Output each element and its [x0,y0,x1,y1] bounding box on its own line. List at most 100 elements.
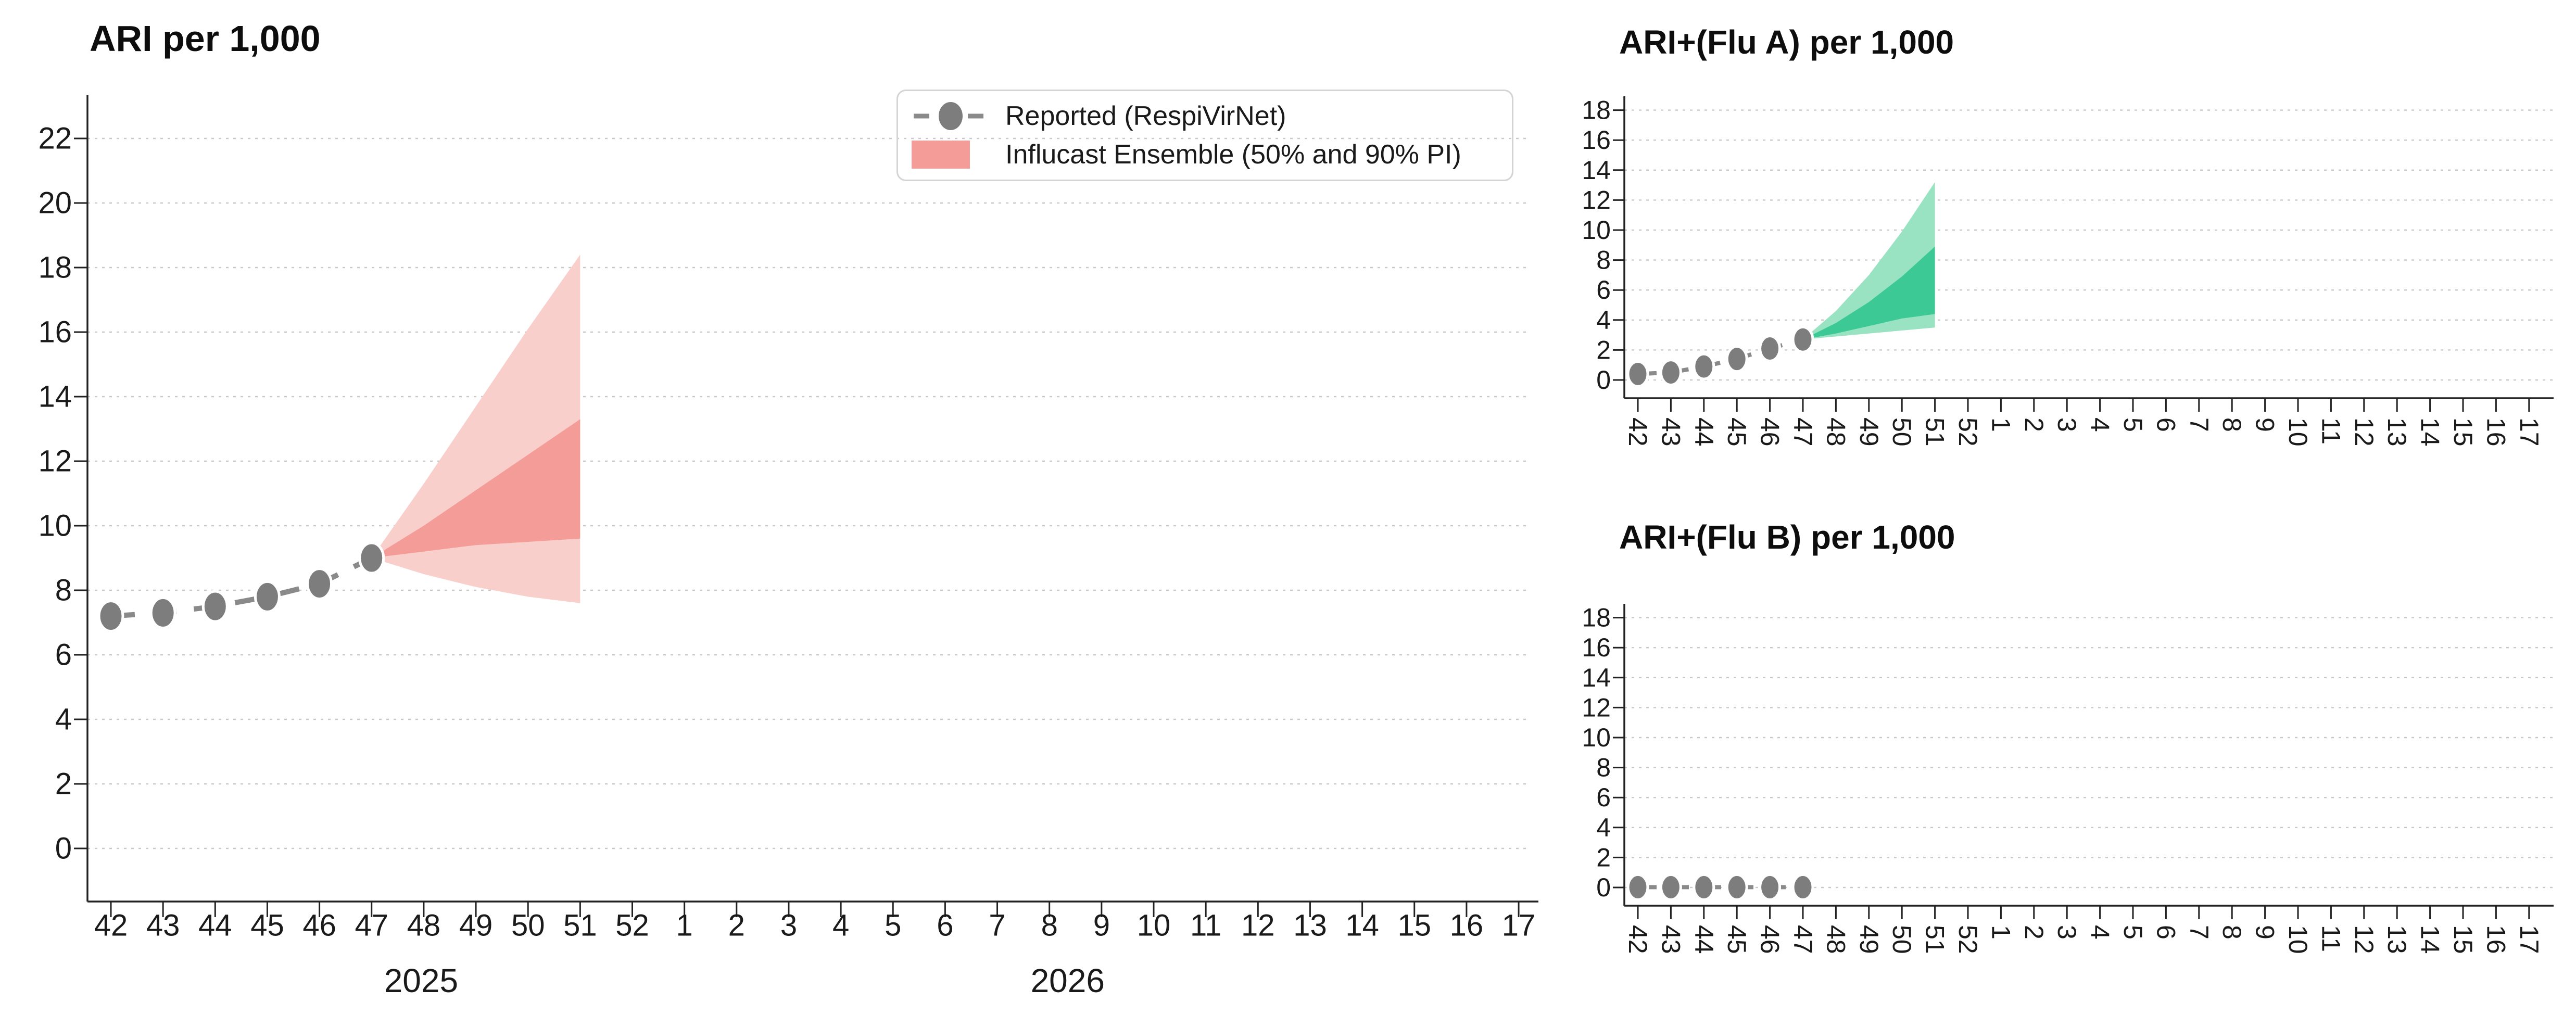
svg-text:51: 51 [1921,925,1950,954]
svg-text:14: 14 [1345,909,1379,943]
svg-text:43: 43 [1656,925,1685,954]
svg-text:42: 42 [94,909,128,943]
svg-text:1: 1 [1986,925,2015,940]
svg-text:12: 12 [2350,417,2379,447]
svg-text:17: 17 [2515,417,2544,447]
svg-text:2: 2 [55,767,72,801]
svg-text:45: 45 [250,909,284,943]
svg-text:2: 2 [1596,335,1611,364]
svg-text:14: 14 [1582,663,1611,692]
svg-text:42: 42 [1623,925,1652,954]
svg-text:9: 9 [2251,925,2280,940]
svg-text:4: 4 [1596,813,1611,842]
svg-text:5: 5 [2118,417,2148,432]
svg-text:44: 44 [1689,417,1719,447]
svg-text:47: 47 [1788,417,1817,447]
svg-text:20: 20 [38,186,72,220]
chart-ari-title: ARI per 1,000 [90,18,321,59]
chart-ari: 0 2 4 6 8 10 12 14 16 18 20 22 42 43 44 45 46 47 48 49 50 51 5… [38,18,1538,999]
svg-text:11: 11 [2316,925,2345,952]
svg-text:6: 6 [55,638,72,672]
svg-text:16: 16 [1582,633,1611,662]
chart-flu-a: 0 2 4 6 8 10 12 14 16 18 42 43 44 45 46 47 48 49 50 51 52 1 2 3… [1541,0,2576,508]
ensemble-band-icon [912,141,970,169]
svg-text:49: 49 [1854,417,1884,447]
svg-text:8: 8 [2217,417,2246,432]
svg-text:50: 50 [511,909,545,943]
svg-text:10: 10 [2283,925,2313,954]
svg-text:7: 7 [989,909,1005,943]
svg-text:3: 3 [2052,925,2081,940]
svg-text:2: 2 [728,909,745,943]
svg-text:11: 11 [2316,417,2345,445]
svg-text:10: 10 [1137,909,1171,943]
svg-text:0: 0 [55,832,72,866]
svg-text:5: 5 [885,909,901,943]
svg-text:0: 0 [1596,365,1611,395]
legend: Reported (RespiVirNet) Influcast Ensembl… [896,90,1513,181]
svg-text:46: 46 [302,909,336,943]
chart-flu-a-title: ARI+(Flu A) per 1,000 [1619,23,1954,61]
svg-text:45: 45 [1722,925,1751,954]
svg-text:3: 3 [780,909,797,943]
svg-text:10: 10 [38,509,72,543]
svg-text:44: 44 [198,909,232,943]
svg-text:2: 2 [2019,417,2049,432]
svg-text:49: 49 [1854,925,1884,954]
svg-text:6: 6 [937,909,953,943]
svg-text:9: 9 [1093,909,1110,943]
legend-item-reported: Reported (RespiVirNet) [912,100,1512,132]
svg-text:12: 12 [1241,909,1275,943]
svg-text:7: 7 [2184,417,2214,432]
svg-text:18: 18 [1582,96,1611,125]
svg-text:16: 16 [1582,125,1611,155]
svg-text:15: 15 [2448,925,2478,954]
svg-text:6: 6 [1596,275,1611,304]
svg-text:4: 4 [1596,306,1611,335]
svg-text:5: 5 [2118,925,2148,940]
svg-text:45: 45 [1722,417,1751,447]
svg-text:16: 16 [38,315,72,349]
svg-text:12: 12 [1582,185,1611,214]
svg-text:9: 9 [2251,417,2280,432]
svg-text:17: 17 [1502,909,1536,943]
svg-text:8: 8 [1041,909,1058,943]
svg-text:12: 12 [1582,693,1611,722]
svg-text:0: 0 [1596,873,1611,902]
svg-text:13: 13 [2382,417,2411,447]
svg-text:44: 44 [1689,925,1719,954]
svg-text:14: 14 [2416,925,2445,954]
svg-text:50: 50 [1887,925,1916,954]
svg-text:4: 4 [832,909,849,943]
svg-text:17: 17 [2515,925,2544,954]
svg-text:52: 52 [615,909,649,943]
svg-text:13: 13 [1293,909,1327,943]
svg-text:6: 6 [2151,417,2180,432]
legend-label-ensemble: Influcast Ensemble (50% and 90% PI) [1005,139,1461,170]
svg-text:52: 52 [1953,417,1982,447]
svg-text:8: 8 [2217,925,2246,940]
svg-text:14: 14 [2416,417,2445,447]
svg-text:48: 48 [1821,925,1850,954]
svg-text:2: 2 [1596,843,1611,872]
svg-text:2025: 2025 [384,962,458,999]
svg-text:7: 7 [2184,925,2214,940]
legend-label-reported: Reported (RespiVirNet) [1005,101,1286,131]
svg-text:14: 14 [38,380,72,414]
legend-item-ensemble: Influcast Ensemble (50% and 90% PI) [912,139,1512,170]
svg-text:2: 2 [2019,925,2049,940]
svg-text:48: 48 [1821,417,1850,447]
svg-text:14: 14 [1582,156,1611,185]
svg-text:22: 22 [38,122,72,156]
svg-text:6: 6 [1596,783,1611,812]
svg-text:43: 43 [1656,417,1685,447]
svg-text:4: 4 [2086,925,2115,940]
chart-flu-b: 0 2 4 6 8 10 12 14 16 18 42 43 44 45 46 47 48 49 50 51 52 1 2 3… [1541,508,2576,1015]
svg-text:18: 18 [1582,603,1611,632]
svg-text:48: 48 [407,909,441,943]
svg-text:15: 15 [2448,417,2478,447]
svg-text:49: 49 [459,909,493,943]
svg-text:13: 13 [2382,925,2411,954]
